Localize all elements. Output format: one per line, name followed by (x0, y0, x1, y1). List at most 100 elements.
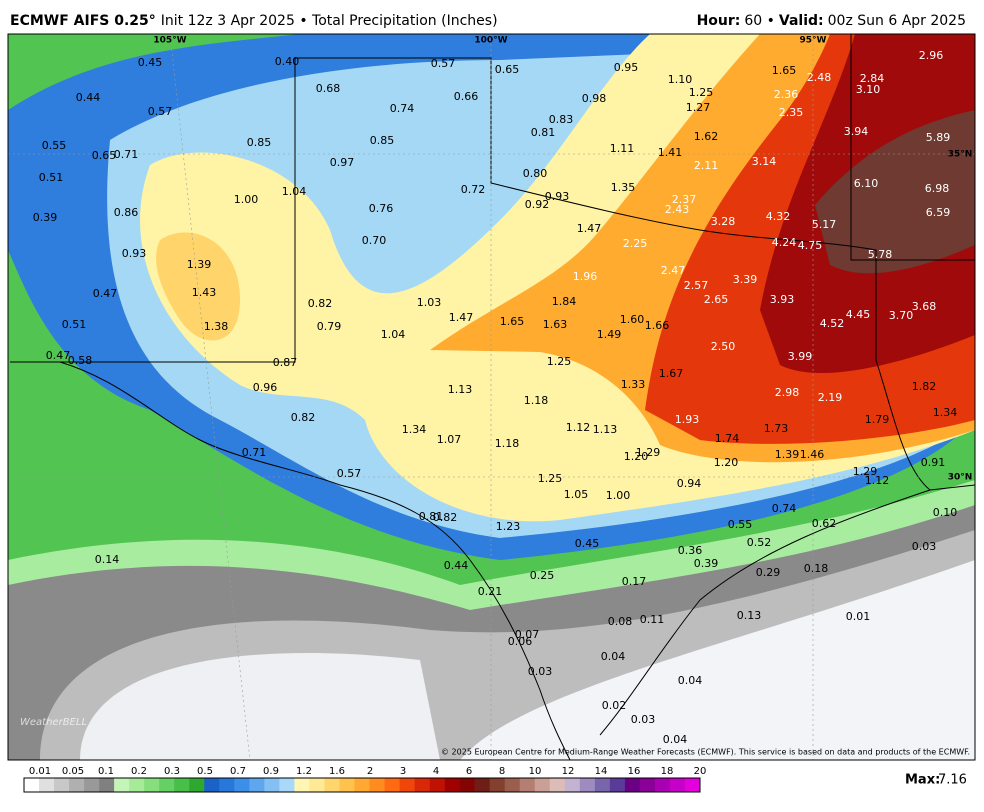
precip-label: 0.82 (291, 411, 316, 424)
precip-label: 0.13 (737, 609, 762, 622)
precip-label: 1.04 (381, 328, 406, 341)
precip-label: 0.76 (369, 202, 394, 215)
precip-label: 0.65 (92, 149, 117, 162)
field-mexico (80, 653, 440, 760)
legend-tick-label: 0.1 (98, 766, 114, 777)
precip-label: 3.28 (711, 215, 736, 228)
precip-label: 1.39 (775, 448, 800, 461)
precip-label: 1.33 (621, 378, 646, 391)
max-label: Max: (905, 773, 940, 788)
legend-tick-label: 1.2 (296, 766, 312, 777)
legend-swatch (99, 778, 115, 792)
precip-label: 0.55 (42, 139, 67, 152)
max-value: 7.16 (938, 773, 967, 788)
legend-swatch (429, 778, 445, 792)
precip-label: 3.99 (788, 350, 813, 363)
precip-label: 0.21 (478, 585, 503, 598)
legend-swatch (204, 778, 220, 792)
valid: 00z Sun 6 Apr 2025 (828, 13, 966, 29)
precip-label: 0.07 (515, 628, 540, 641)
legend-swatch (564, 778, 581, 792)
precip-label: 2.25 (623, 237, 648, 250)
precip-label: 0.71 (114, 148, 139, 161)
precip-label: 0.92 (525, 198, 550, 211)
field-brown (815, 110, 975, 274)
legend-tick-label: 16 (628, 766, 641, 777)
legend-swatch (174, 778, 190, 792)
precip-label: 0.51 (62, 318, 87, 331)
precip-label: 1.23 (496, 520, 521, 533)
legend-tick-label: 1.6 (329, 766, 345, 777)
precip-label: 0.97 (330, 156, 355, 169)
hour: 60 • (744, 13, 775, 29)
legend-swatch (474, 778, 490, 792)
precip-label: 0.47 (93, 287, 118, 300)
precip-label: 0.74 (390, 102, 415, 115)
precip-label: 0.02 (602, 699, 627, 712)
precip-label: 0.94 (677, 477, 702, 490)
precip-label: 1.49 (597, 328, 622, 341)
graticule-label: 95°W (800, 36, 827, 46)
precip-label: 0.47 (46, 349, 71, 362)
precip-label: 1.62 (694, 130, 719, 143)
legend-tick-label: 14 (595, 766, 608, 777)
precip-label: 0.65 (495, 63, 520, 76)
precip-label: 3.39 (733, 273, 758, 286)
legend-frame (23, 777, 701, 793)
precip-label: 0.55 (728, 518, 753, 531)
legend-swatch (384, 778, 400, 792)
precip-label: 6.10 (854, 177, 879, 190)
legend-swatch (129, 778, 145, 792)
precip-label: 2.84 (860, 72, 885, 85)
legend-tick-label: 3 (400, 766, 406, 777)
precip-label: 4.24 (772, 236, 797, 249)
precip-label: 0.81 (531, 126, 556, 139)
field-gulf (460, 560, 975, 760)
legend-swatch (519, 778, 536, 792)
legend-tick-label: 6 (466, 766, 472, 777)
precip-label: 4.75 (798, 239, 823, 252)
legend-swatch (504, 778, 521, 792)
legend-swatch (579, 778, 596, 792)
valid-label: Valid: (779, 13, 824, 29)
precip-label: 0.03 (912, 540, 937, 553)
legend-swatch (324, 778, 340, 792)
precip-label: 1.65 (772, 64, 797, 77)
precip-label: 5.89 (926, 131, 951, 144)
precip-label: 0.93 (122, 247, 147, 260)
precip-label: 1.18 (495, 437, 520, 450)
legend-swatch (684, 778, 701, 792)
precip-label: 3.94 (844, 125, 869, 138)
precip-label: 0.10 (933, 506, 958, 519)
precip-label: 0.45 (575, 537, 600, 550)
precip-label: 2.37 (672, 193, 697, 206)
precip-label: 1.46 (800, 448, 825, 461)
precip-label: 1.13 (593, 423, 618, 436)
precip-label: 1.12 (566, 421, 591, 434)
legend-swatch (279, 778, 295, 792)
precip-label: 0.57 (337, 467, 362, 480)
precip-label: 2.65 (704, 293, 729, 306)
legend-swatch (414, 778, 430, 792)
precip-label: 1.82 (912, 380, 937, 393)
precip-label: 0.98 (582, 92, 607, 105)
precip-label: 0.58 (68, 354, 93, 367)
graticule-lines (8, 34, 975, 760)
precip-label: 0.79 (317, 320, 342, 333)
legend-tick-label: 20 (694, 766, 707, 777)
precip-label: 3.93 (770, 293, 795, 306)
legend-swatch (39, 778, 55, 792)
legend-swatch (549, 778, 566, 792)
precip-label: 1.66 (645, 319, 670, 332)
legend-swatch (459, 778, 475, 792)
precip-label: 1.25 (547, 355, 572, 368)
precip-label: 0.85 (247, 136, 272, 149)
precip-label: 0.04 (678, 674, 703, 687)
legend-swatch (369, 778, 385, 792)
graticule-label: 100°W (474, 36, 507, 46)
precip-label: 0.70 (362, 234, 387, 247)
map-frame (7, 33, 976, 761)
watermark: WeatherBELL (20, 717, 87, 728)
precip-label: 1.65 (500, 315, 525, 328)
precip-label: 0.80 (523, 167, 548, 180)
